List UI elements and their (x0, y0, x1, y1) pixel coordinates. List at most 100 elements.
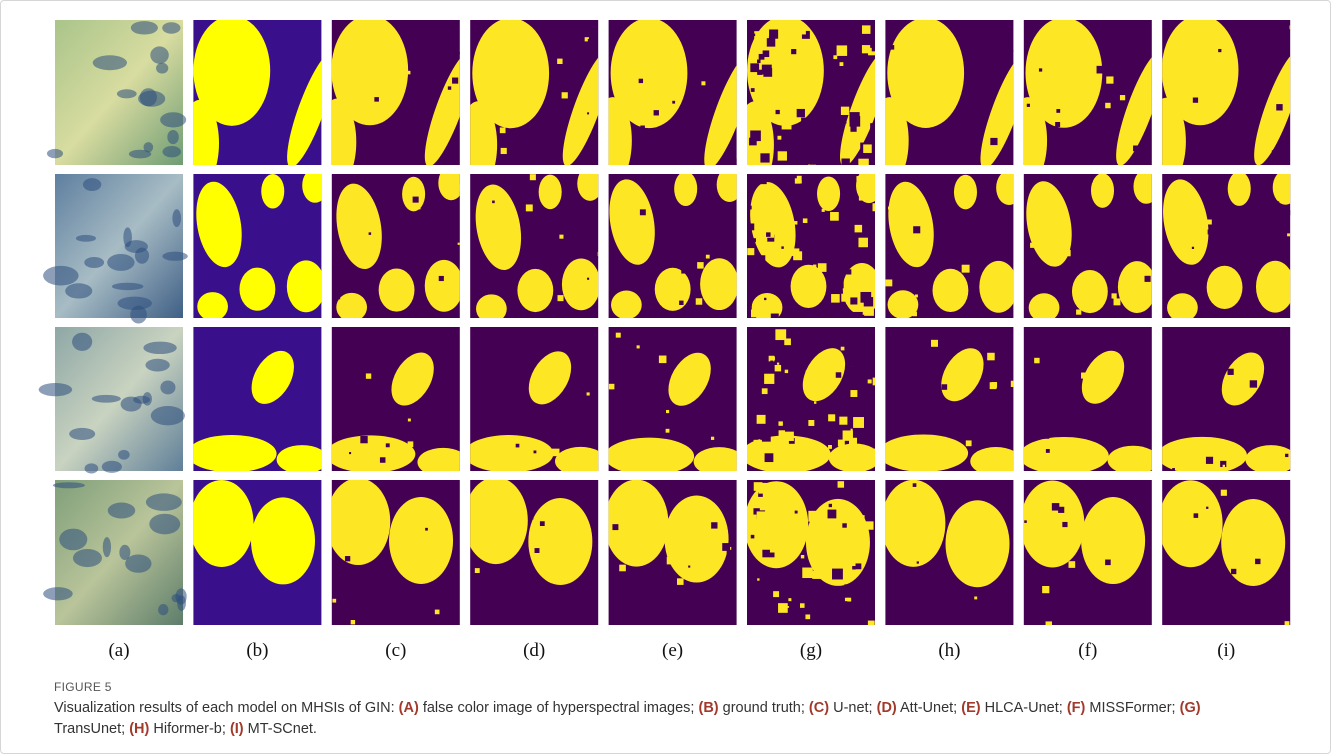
noise (773, 344, 782, 353)
noise (797, 109, 805, 117)
noise (408, 419, 411, 422)
noise (1039, 68, 1042, 71)
tissue-cell (117, 89, 137, 98)
noise (535, 548, 540, 553)
noise (666, 429, 670, 433)
noise (735, 164, 739, 168)
noise (757, 70, 762, 75)
noise (1218, 49, 1221, 52)
caption-key: (H) (129, 721, 149, 737)
noise (1107, 421, 1114, 428)
caption-key: (F) (1067, 700, 1086, 716)
noise (674, 617, 681, 624)
noise (408, 441, 414, 447)
noise (789, 565, 791, 567)
noise (1105, 103, 1110, 108)
segment-blob (389, 497, 453, 584)
panel (43, 480, 187, 625)
noise (1193, 98, 1198, 103)
noise (840, 272, 843, 275)
panel (187, 327, 328, 474)
noise (366, 373, 371, 378)
noise (1210, 253, 1217, 260)
noise (1087, 417, 1094, 424)
noise (1271, 201, 1279, 209)
noise (1075, 343, 1083, 351)
tissue-cell (160, 380, 175, 394)
segment-blob (326, 435, 416, 472)
noise (1123, 248, 1130, 255)
noise (839, 417, 847, 425)
noise (778, 151, 787, 160)
caption-key: (C) (809, 700, 829, 716)
segment-blob (674, 171, 697, 206)
tissue-cell (108, 503, 136, 519)
noise (758, 483, 769, 494)
noise (752, 238, 756, 242)
noise (696, 298, 703, 305)
noise (840, 62, 844, 66)
noise (833, 540, 841, 548)
noise (584, 383, 587, 386)
noise (762, 550, 770, 558)
noise (872, 343, 883, 354)
noise (858, 159, 868, 169)
noise (962, 265, 970, 273)
noise (808, 511, 819, 522)
noise (980, 188, 986, 194)
segment-blob (604, 480, 668, 567)
noise (1058, 507, 1064, 513)
noise (812, 571, 820, 579)
noise (766, 232, 770, 236)
noise (1208, 229, 1213, 234)
noise (764, 374, 774, 384)
noise (809, 164, 816, 171)
noise (1042, 586, 1049, 593)
noise (1272, 150, 1276, 154)
noise (841, 347, 845, 351)
noise (859, 193, 866, 200)
panel (190, 168, 328, 321)
noise (530, 174, 536, 180)
noise (1046, 449, 1050, 453)
panel (326, 478, 460, 625)
noise (868, 621, 875, 628)
noise (1231, 569, 1236, 574)
noise (345, 556, 350, 561)
panel (741, 327, 883, 473)
panel (39, 327, 185, 474)
noise (722, 543, 730, 551)
noise (917, 561, 919, 563)
segment-blob (476, 294, 507, 323)
noise (864, 297, 873, 306)
segment-blob (1072, 270, 1108, 313)
noise (942, 384, 948, 390)
noise (1223, 465, 1225, 467)
noise (997, 118, 1004, 125)
caption-key: (D) (877, 700, 897, 716)
noise (888, 207, 891, 210)
noise (858, 515, 865, 522)
noise (1285, 621, 1290, 626)
panel (1147, 15, 1311, 185)
tissue-cell (160, 112, 186, 127)
page: {"figure": { "columns": ["(a)", "(b)", "… (0, 0, 1331, 754)
noise (587, 392, 590, 395)
panel (1009, 18, 1173, 185)
noise (1206, 507, 1208, 509)
tissue-cell (146, 493, 182, 510)
noise (543, 607, 546, 610)
noise (679, 301, 683, 305)
column-label: (h) (938, 640, 960, 661)
noise (769, 29, 778, 38)
noise (1055, 122, 1060, 127)
noise (640, 126, 645, 131)
noise (775, 329, 786, 340)
noise (346, 263, 348, 265)
noise (909, 399, 913, 403)
noise (813, 265, 816, 268)
noise (966, 586, 969, 589)
segment-blob (562, 258, 600, 310)
noise (762, 388, 768, 394)
noise (1096, 87, 1099, 90)
